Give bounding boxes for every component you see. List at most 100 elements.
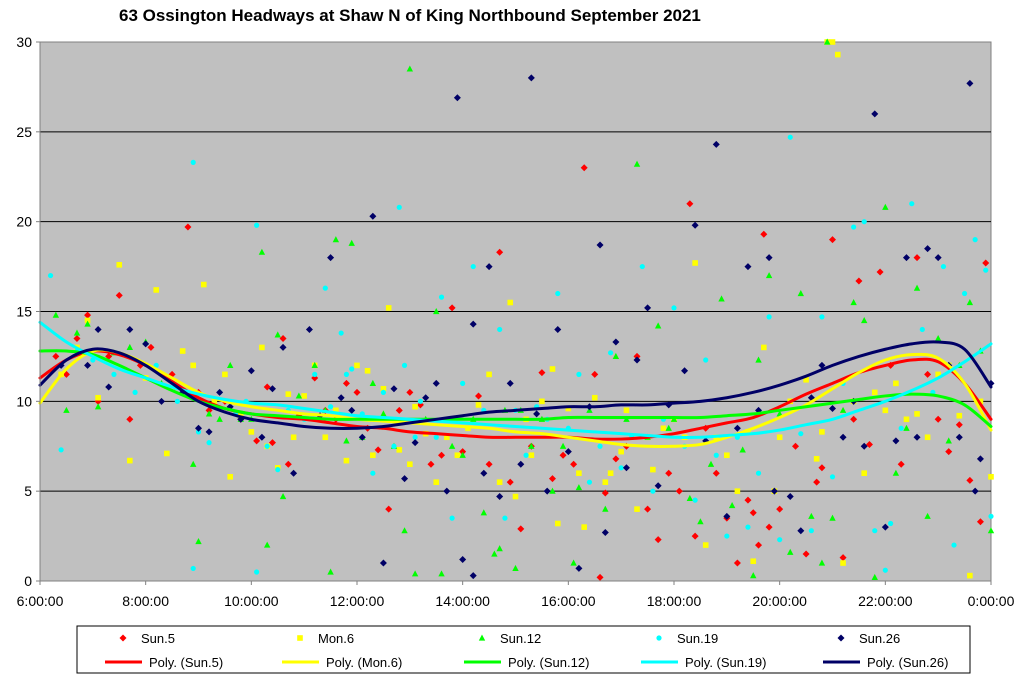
point-sun-12 (776, 410, 783, 417)
point-sun-5 (818, 464, 826, 472)
point-mon-6 (179, 348, 186, 354)
point-sun-5 (205, 406, 213, 414)
point-sun-19 (898, 425, 904, 431)
legend-label-poly-sun-5: Poly. (Sun.5) (149, 655, 223, 670)
point-sun-5 (559, 451, 567, 459)
x-tick-label: 22:00:00 (858, 593, 913, 609)
y-tick-label: 20 (16, 214, 32, 230)
point-mon-6 (227, 473, 233, 480)
point-sun-26 (971, 487, 979, 495)
point-sun-26 (443, 487, 451, 495)
point-sun-5 (601, 489, 609, 497)
point-sun-26 (543, 487, 551, 495)
point-sun-26 (818, 361, 826, 369)
point-sun-19 (275, 467, 281, 473)
point-sun-26 (744, 263, 752, 271)
y-tick-label: 10 (16, 393, 32, 409)
point-sun-19 (724, 533, 730, 539)
point-sun-12 (433, 308, 440, 315)
point-sun-19 (555, 290, 561, 297)
point-sun-19 (755, 470, 762, 476)
point-sun-5 (253, 437, 261, 445)
point-sun-5 (744, 496, 752, 504)
point-mon-6 (882, 407, 889, 414)
point-sun-5 (612, 455, 620, 463)
trendline-poly-sun-19 (38, 320, 993, 439)
point-sun-19 (819, 314, 825, 320)
point-mon-6 (528, 452, 535, 459)
point-sun-19 (47, 272, 54, 279)
point-sun-19 (940, 263, 947, 270)
point-sun-12 (327, 568, 334, 575)
point-sun-19 (111, 371, 117, 377)
point-sun-5 (691, 532, 699, 540)
point-sun-12 (401, 527, 408, 534)
point-mon-6 (407, 461, 413, 468)
point-sun-26 (348, 406, 356, 414)
point-sun-5 (147, 343, 155, 351)
point-mon-6 (602, 479, 609, 485)
point-sun-5 (459, 448, 467, 456)
trendline-poly-mon-6 (38, 348, 993, 448)
point-mon-6 (956, 412, 963, 419)
point-sun-26 (432, 379, 440, 387)
point-sun-5 (855, 277, 863, 285)
point-sun-12 (755, 356, 762, 363)
point-sun-5 (749, 509, 757, 517)
point-sun-12 (654, 322, 662, 329)
point-sun-19 (523, 452, 529, 458)
point-sun-12 (945, 437, 952, 444)
point-sun-19 (190, 159, 196, 165)
point-sun-5 (385, 505, 393, 513)
point-sun-12 (728, 502, 736, 509)
point-sun-19 (132, 389, 138, 395)
point-sun-5 (591, 370, 599, 378)
point-mon-6 (819, 429, 825, 435)
point-sun-12 (263, 541, 271, 548)
point-sun-19 (671, 305, 677, 311)
point-sun-26 (976, 455, 984, 463)
point-sun-12 (559, 442, 567, 449)
point-sun-19 (909, 201, 915, 207)
point-sun-19 (322, 285, 328, 291)
point-sun-19 (460, 380, 466, 386)
point-sun-19 (882, 567, 888, 573)
point-mon-6 (285, 391, 292, 397)
legend-marker-sun-26 (837, 634, 845, 642)
point-sun-12 (512, 564, 519, 572)
point-sun-5 (924, 370, 932, 378)
point-sun-12 (380, 410, 387, 417)
point-sun-5 (548, 475, 556, 483)
point-sun-5 (84, 311, 92, 319)
point-mon-6 (333, 407, 339, 414)
point-sun-19 (417, 398, 423, 404)
point-sun-19 (639, 263, 645, 270)
point-sun-19 (713, 452, 719, 458)
point-sun-19 (338, 330, 344, 336)
point-mon-6 (650, 466, 656, 473)
point-sun-19 (586, 479, 593, 485)
point-sun-19 (349, 366, 355, 372)
point-sun-12 (612, 352, 620, 360)
point-sun-5 (438, 451, 446, 459)
point-sun-5 (945, 448, 953, 456)
point-mon-6 (967, 572, 973, 579)
point-mon-6 (914, 411, 920, 417)
point-sun-26 (158, 397, 166, 405)
point-sun-26 (94, 325, 102, 333)
point-sun-19 (391, 443, 397, 449)
point-sun-26 (105, 383, 113, 391)
point-sun-26 (142, 340, 150, 348)
point-sun-5 (675, 487, 683, 495)
point-sun-5 (760, 230, 768, 238)
point-sun-19 (370, 470, 376, 476)
point-sun-12 (406, 65, 414, 72)
point-sun-12 (765, 272, 773, 279)
legend-label-poly-mon-6: Poly. (Mon.6) (326, 655, 402, 670)
point-sun-12 (84, 320, 91, 327)
point-sun-26 (786, 493, 794, 501)
point-sun-26 (966, 79, 974, 87)
point-mon-6 (211, 398, 218, 405)
point-sun-12 (94, 403, 102, 410)
point-mon-6 (512, 493, 519, 500)
